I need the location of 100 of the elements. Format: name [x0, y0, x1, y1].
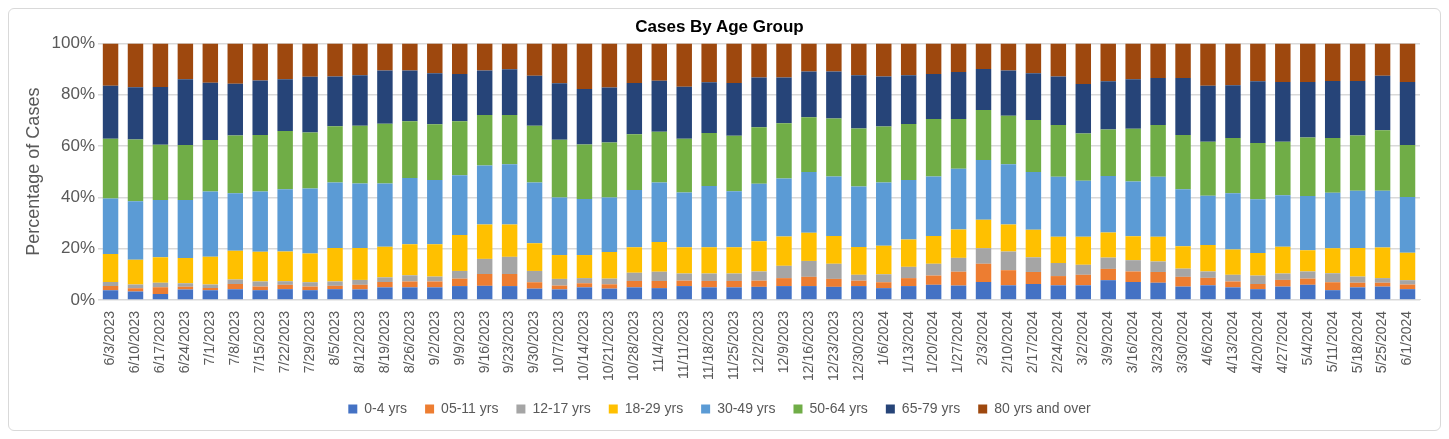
bar [1250, 199, 1266, 253]
bar [526, 125, 543, 183]
bar [177, 79, 194, 145]
bar [651, 43, 667, 81]
bar [626, 189, 643, 248]
y-axis-title: Percentage of Cases [22, 87, 43, 256]
bar [576, 278, 593, 284]
bar [601, 288, 618, 300]
bar [352, 183, 368, 249]
bar [1200, 43, 1216, 86]
bar [1324, 192, 1341, 249]
bar [975, 43, 992, 70]
bar [1050, 176, 1067, 237]
bar [676, 192, 692, 248]
bar [1150, 236, 1166, 262]
x-tick-label: 3/30/2024 [1173, 310, 1190, 374]
bar [1349, 135, 1366, 191]
bar [1150, 124, 1166, 177]
x-tick-label: 6/17/2023 [151, 310, 168, 374]
bar [1025, 257, 1042, 272]
bar [327, 281, 343, 286]
bar [227, 193, 243, 251]
bar [1250, 275, 1266, 285]
bar [1150, 176, 1166, 237]
bar [377, 123, 393, 184]
bar [626, 134, 643, 190]
bar [1000, 224, 1017, 252]
bar [1225, 85, 1241, 139]
bar [676, 247, 692, 274]
bar [925, 275, 942, 285]
bar [651, 288, 667, 300]
legend-label: 50-64 yrs [809, 399, 868, 416]
x-tick-label: 4/13/2024 [1223, 310, 1240, 374]
x-tick-label: 5/11/2024 [1323, 310, 1340, 373]
bar [476, 43, 493, 71]
bar [1100, 232, 1116, 258]
bar [1275, 286, 1291, 300]
bar [726, 82, 742, 136]
bar [801, 43, 817, 72]
bar [1000, 164, 1017, 225]
bar [1324, 81, 1341, 139]
bar [950, 71, 967, 120]
bar [626, 82, 643, 135]
x-tick-label: 9/9/2023 [450, 310, 467, 366]
bar [1200, 245, 1216, 272]
bar [826, 286, 842, 300]
bar [601, 197, 618, 252]
x-tick-label: 8/5/2023 [325, 310, 342, 366]
bar [751, 77, 767, 128]
bar [851, 247, 867, 275]
bar [1175, 78, 1191, 135]
bar [726, 247, 742, 274]
bar [102, 281, 119, 287]
x-tick-label: 11/4/2023 [650, 310, 667, 373]
x-tick-label: 3/2/2024 [1074, 310, 1091, 366]
bar [327, 248, 343, 282]
bar [900, 75, 917, 124]
bar [1175, 276, 1191, 287]
bar [1150, 78, 1166, 125]
bar [102, 286, 119, 291]
bar [152, 287, 169, 295]
bar [1075, 83, 1092, 134]
bar [876, 76, 892, 127]
bar [1275, 279, 1291, 287]
x-tick-label: 8/26/2023 [400, 310, 417, 374]
bar [826, 278, 842, 287]
bar [1125, 260, 1141, 272]
bar [1100, 176, 1116, 233]
x-tick-label: 8/19/2023 [375, 310, 392, 374]
bar [851, 186, 867, 248]
x-tick-label: 10/7/2023 [550, 310, 567, 374]
y-tick-label: 0% [70, 289, 96, 309]
bar [1000, 251, 1017, 271]
bar [452, 175, 468, 236]
bar [1100, 81, 1116, 130]
bar [427, 287, 443, 300]
bar [277, 130, 293, 190]
x-tick-label: 8/12/2023 [350, 310, 367, 374]
x-tick-label: 3/9/2024 [1099, 310, 1116, 366]
bar [1075, 264, 1092, 275]
y-tick-label: 20% [61, 238, 96, 258]
bar [1125, 181, 1141, 237]
bar [925, 43, 942, 74]
bar [776, 278, 792, 287]
bar [1300, 43, 1316, 82]
bar [751, 271, 767, 281]
bar [626, 272, 643, 281]
bar [1349, 287, 1366, 300]
bar [1300, 284, 1316, 300]
bar [1000, 43, 1017, 71]
bar [427, 124, 443, 180]
bar [975, 219, 992, 249]
bar [900, 179, 917, 240]
bar [601, 87, 618, 143]
bar [950, 257, 967, 272]
bar [1075, 43, 1092, 84]
bar [1100, 280, 1116, 300]
bar [1225, 138, 1241, 194]
bar [1250, 43, 1266, 82]
bar [127, 87, 144, 140]
